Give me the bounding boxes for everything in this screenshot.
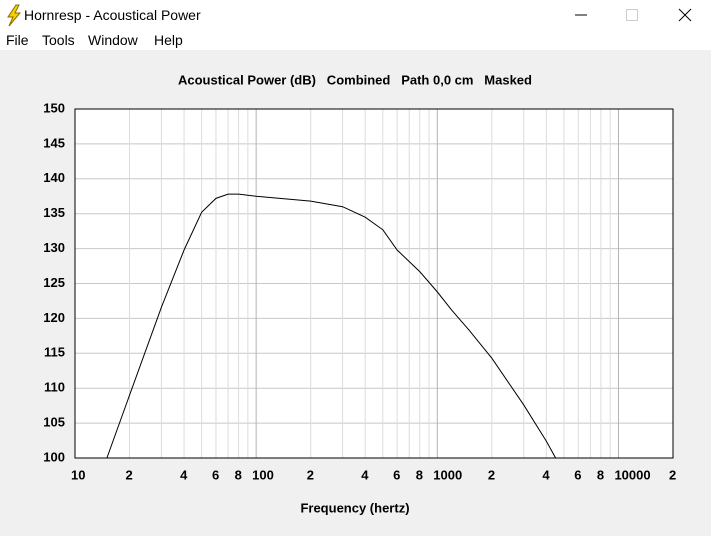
- data-line: [106, 193, 557, 459]
- y-tick-label: 145: [43, 135, 65, 150]
- x-axis-label: Frequency (hertz): [300, 500, 409, 515]
- window-controls[interactable]: [571, 0, 701, 30]
- x-tick-label: 10: [71, 467, 85, 482]
- y-tick-label: 105: [43, 415, 65, 430]
- menu-item[interactable]: Help: [154, 32, 183, 48]
- x-tick-label: 6: [574, 467, 581, 482]
- x-tick-label: 2: [669, 467, 676, 482]
- x-tick-label: 4: [361, 467, 369, 482]
- x-tick-label: 4: [542, 467, 550, 482]
- y-tick-label: 135: [43, 205, 65, 220]
- y-tick-label: 100: [43, 449, 65, 464]
- x-tick-label: 4: [180, 467, 188, 482]
- y-tick-label: 115: [44, 345, 65, 360]
- title-bar: Hornresp - Acoustical Power: [0, 0, 711, 30]
- app-icon: [7, 4, 22, 27]
- y-tick-label: 125: [43, 275, 65, 290]
- x-tick-label: 10000: [614, 467, 650, 482]
- y-tick-label: 110: [44, 380, 65, 395]
- x-tick-label: 1000: [433, 467, 462, 482]
- x-tick-label: 8: [597, 467, 604, 482]
- window-title: Hornresp - Acoustical Power: [24, 7, 201, 23]
- x-tick-label: 100: [252, 467, 274, 482]
- x-tick-label: 6: [393, 467, 400, 482]
- x-tick-label: 2: [126, 467, 133, 482]
- chart: Acoustical Power (dB) Combined Path 0,0 …: [0, 50, 711, 536]
- y-tick-label: 140: [43, 170, 65, 185]
- x-tick-label: 2: [307, 467, 314, 482]
- y-tick-label: 130: [43, 240, 65, 255]
- plot-border: [74, 108, 674, 459]
- menu-item[interactable]: Tools: [42, 32, 75, 48]
- chart-title: Acoustical Power (dB) Combined Path 0,0 …: [178, 72, 532, 87]
- menu-item[interactable]: File: [6, 32, 29, 48]
- y-tick-label: 120: [43, 310, 65, 325]
- y-tick-label: 150: [43, 100, 65, 115]
- x-tick-label: 2: [488, 467, 495, 482]
- x-tick-label: 8: [235, 467, 242, 482]
- menu-bar: File Tools Window Help: [0, 30, 711, 50]
- x-tick-label: 6: [212, 467, 219, 482]
- menu-item[interactable]: Window: [88, 32, 138, 48]
- x-tick-label: 8: [416, 467, 423, 482]
